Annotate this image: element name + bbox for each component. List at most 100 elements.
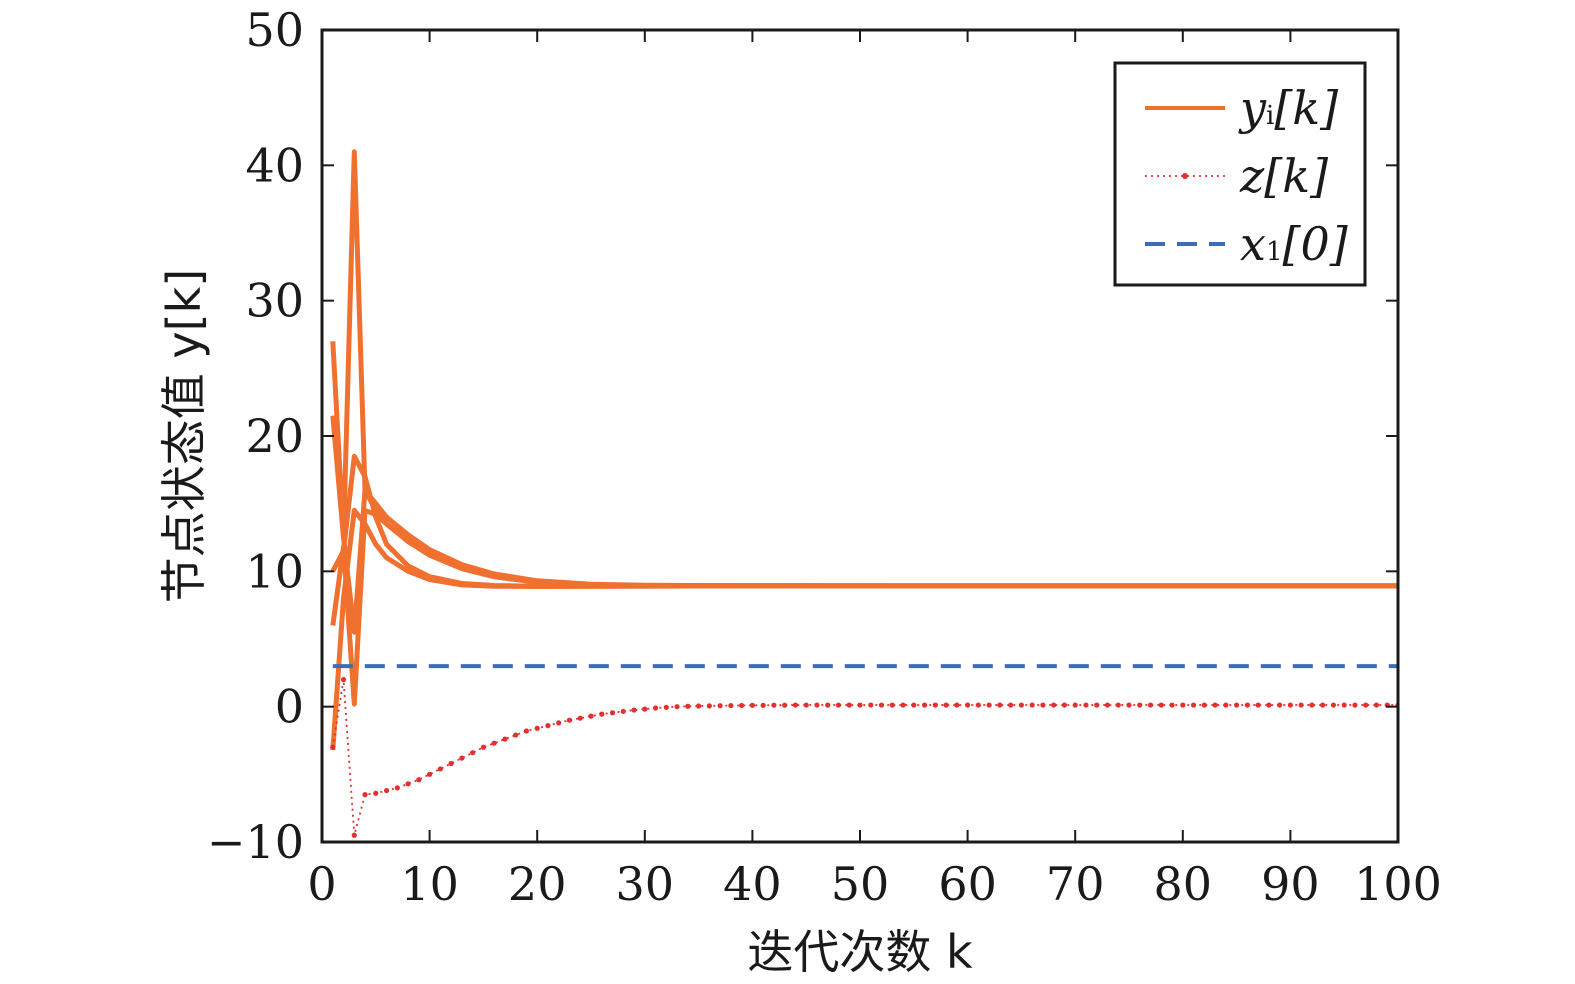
- series-point-z: [340, 677, 347, 683]
- series-point-z: [1341, 702, 1347, 708]
- series-point-z: [1104, 702, 1111, 708]
- series-point-z: [857, 702, 863, 708]
- series-point-z: [556, 720, 562, 726]
- series-point-z: [717, 703, 723, 709]
- series-point-z: [1147, 702, 1154, 708]
- series-point-z: [513, 732, 519, 738]
- series-point-z: [437, 766, 443, 772]
- y-tick-label: 0: [275, 680, 304, 734]
- series-point-z: [373, 790, 379, 796]
- series-point-z: [523, 728, 530, 734]
- y-axis-label: 节点状态值 y[k]: [157, 269, 211, 603]
- legend-label: z[k]: [1239, 149, 1328, 203]
- series-point-z: [1061, 702, 1068, 708]
- x-axis: 0 10 20 30 40 50 60 70 80 90 100: [307, 30, 1442, 911]
- series-point-z: [1158, 702, 1164, 708]
- series-point-z: [405, 781, 411, 787]
- series-point-z: [846, 702, 852, 708]
- series-point-z: [771, 702, 777, 708]
- y-tick-label: −10: [207, 815, 304, 869]
- series-point-z: [588, 713, 594, 719]
- series-point-z: [1277, 702, 1283, 708]
- series-point-z: [728, 702, 734, 709]
- series-point-z: [911, 702, 917, 708]
- series-point-z: [1212, 702, 1218, 708]
- y-tick-label: 20: [245, 409, 304, 463]
- series-point-z: [1255, 702, 1261, 708]
- series-point-z: [1190, 702, 1197, 708]
- series-point-z: [814, 702, 820, 708]
- series-point-z: [631, 707, 637, 713]
- series-point-z: [1309, 702, 1315, 708]
- y-tick-label: 40: [245, 138, 304, 192]
- series-line-yi-2: [330, 507, 1398, 707]
- series-point-z: [1352, 702, 1358, 708]
- series-point-z: [889, 702, 895, 708]
- series-point-z: [835, 702, 842, 708]
- series-point-z: [696, 703, 702, 709]
- series-point-z: [1266, 702, 1272, 708]
- series-point-z: [803, 702, 809, 708]
- series-point-z: [459, 755, 465, 761]
- series-line-yi-1: [330, 415, 1398, 635]
- x-tick-label: 70: [1046, 857, 1105, 911]
- series-point-z: [1363, 702, 1369, 708]
- series-point-z: [921, 702, 928, 708]
- series-point-z: [685, 703, 691, 709]
- series-point-z: [986, 702, 992, 708]
- x-tick-label: 80: [1154, 857, 1213, 911]
- series-point-z: [545, 723, 551, 729]
- series-point-z: [674, 704, 680, 710]
- series-point-z: [825, 702, 831, 708]
- series-point-z: [706, 703, 712, 709]
- series-point-z: [362, 792, 368, 798]
- series-point-z: [1051, 702, 1057, 708]
- series-point-z: [943, 702, 949, 708]
- series-point-z: [739, 702, 745, 709]
- y-axis: −10 0 10 20 30 40 50: [207, 3, 1398, 869]
- legend-label: x1[0]: [1240, 217, 1348, 271]
- x-tick-label: 0: [307, 857, 336, 911]
- series-point-z: [1008, 702, 1014, 708]
- legend: yi[k] z[k] x1[0]: [1113, 61, 1367, 287]
- series-point-z: [652, 705, 659, 711]
- series-point-z: [1083, 702, 1089, 708]
- series-point-z: [1126, 702, 1132, 708]
- series-point-z: [642, 706, 648, 712]
- series-point-z: [577, 715, 583, 721]
- x-tick-label: 30: [616, 857, 675, 911]
- x-tick-label: 60: [938, 857, 997, 911]
- series-point-z: [760, 702, 766, 708]
- series-point-z: [427, 771, 433, 777]
- legend-swatch-z-marker: [1182, 173, 1188, 179]
- series-point-z: [1320, 702, 1326, 708]
- series-point-z: [782, 702, 788, 708]
- series-point-z: [997, 702, 1003, 708]
- legend-box: [1113, 61, 1367, 287]
- series-point-z: [1115, 702, 1121, 708]
- series-point-z: [502, 736, 508, 742]
- plot-area: [330, 149, 1398, 838]
- series-point-z: [1169, 702, 1175, 708]
- series-point-z: [900, 702, 906, 708]
- series-point-z: [534, 725, 540, 731]
- series-point-z: [954, 702, 960, 708]
- series-point-z: [491, 740, 497, 746]
- y-tick-label: 50: [245, 3, 304, 57]
- series-point-z: [1287, 702, 1293, 708]
- series-point-z: [620, 708, 626, 715]
- series-line-yi-3: [330, 507, 1398, 751]
- series-point-z: [1244, 702, 1250, 708]
- series-point-z: [1330, 702, 1337, 708]
- series-point-z: [470, 750, 476, 756]
- series-point-z: [868, 702, 874, 708]
- x-tick-label: 100: [1354, 857, 1442, 911]
- series-point-z: [480, 744, 486, 750]
- series-point-z: [1072, 702, 1078, 708]
- series-line-yi-4: [330, 453, 1398, 589]
- x-tick-label: 90: [1261, 857, 1320, 911]
- x-axis-label: 迭代次数 k: [747, 925, 973, 979]
- series-point-z: [1234, 702, 1240, 708]
- series-point-z: [1137, 702, 1143, 708]
